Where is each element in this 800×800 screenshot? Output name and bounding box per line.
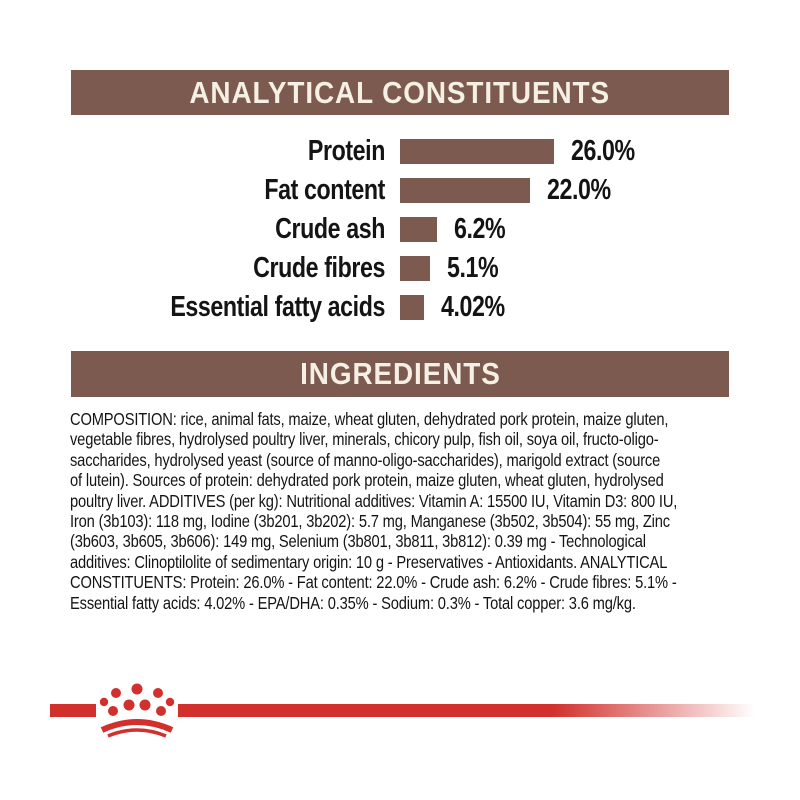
composition-line: Iron (3b103): 118 mg, Iodine (3b201, 3b2… — [70, 511, 670, 532]
composition-line: Essential fatty acids: 4.02% - EPA/DHA: … — [70, 592, 636, 613]
chart-bar — [400, 295, 424, 320]
chart-row: Essential fatty acids 4.02% — [70, 291, 760, 323]
chart-category-label: Protein — [307, 135, 386, 167]
analytical-constituents-title: ANALYTICAL CONSTITUENTS — [189, 74, 611, 110]
composition-line: COMPOSITION: rice, animal fats, maize, w… — [70, 409, 669, 429]
composition-line: saccharides, hydrolysed yeast (source of… — [70, 449, 661, 470]
brand-band-left — [50, 704, 96, 717]
composition-text: COMPOSITION: rice, animal fats, maize, w… — [70, 409, 730, 613]
ingredients-title: INGREDIENTS — [299, 356, 501, 391]
chart-value-label: 4.02% — [440, 291, 505, 323]
analytical-chart: Protein 26.0% Fat content 22.0% Crude ash 6.2… — [70, 135, 760, 323]
chart-value-label: 22.0% — [547, 174, 611, 206]
chart-bar — [400, 139, 554, 164]
chart-row: Protein 26.0% — [70, 135, 760, 167]
composition-line: additives: Clinoptilolite of sedimentary… — [70, 551, 668, 572]
ingredients-header: INGREDIENTS — [71, 351, 729, 397]
composition-line: (3b603, 3b605, 3b606): 149 mg, Selenium … — [70, 531, 646, 552]
chart-category-label: Essential fatty acids — [170, 291, 385, 323]
chart-category-label: Crude ash — [275, 213, 385, 245]
chart-row: Crude fibres 5.1% — [70, 252, 760, 284]
composition-line: CONSTITUENTS: Protein: 26.0% - Fat conte… — [70, 572, 677, 593]
composition-line: of lutein). Sources of protein: dehydrat… — [70, 470, 664, 491]
crown-logo-icon — [99, 683, 175, 738]
chart-category-label: Fat content — [264, 174, 385, 206]
chart-value-label: 26.0% — [570, 135, 635, 167]
chart-value-label: 5.1% — [447, 252, 499, 284]
chart-bar — [400, 178, 531, 203]
chart-value-label: 6.2% — [453, 213, 506, 245]
composition-line: poultry liver. ADDITIVES (per kg): Nutri… — [70, 490, 678, 511]
chart-bar — [400, 256, 431, 281]
chart-row: Fat content 22.0% — [70, 174, 760, 206]
composition-line: vegetable fibres, hydrolysed poultry liv… — [70, 429, 659, 450]
chart-bar — [400, 217, 437, 242]
chart-row: Crude ash 6.2% — [70, 213, 760, 245]
chart-category-label: Crude fibres — [253, 252, 385, 284]
analytical-constituents-header: ANALYTICAL CONSTITUENTS — [71, 70, 729, 115]
brand-band-right — [178, 704, 773, 717]
